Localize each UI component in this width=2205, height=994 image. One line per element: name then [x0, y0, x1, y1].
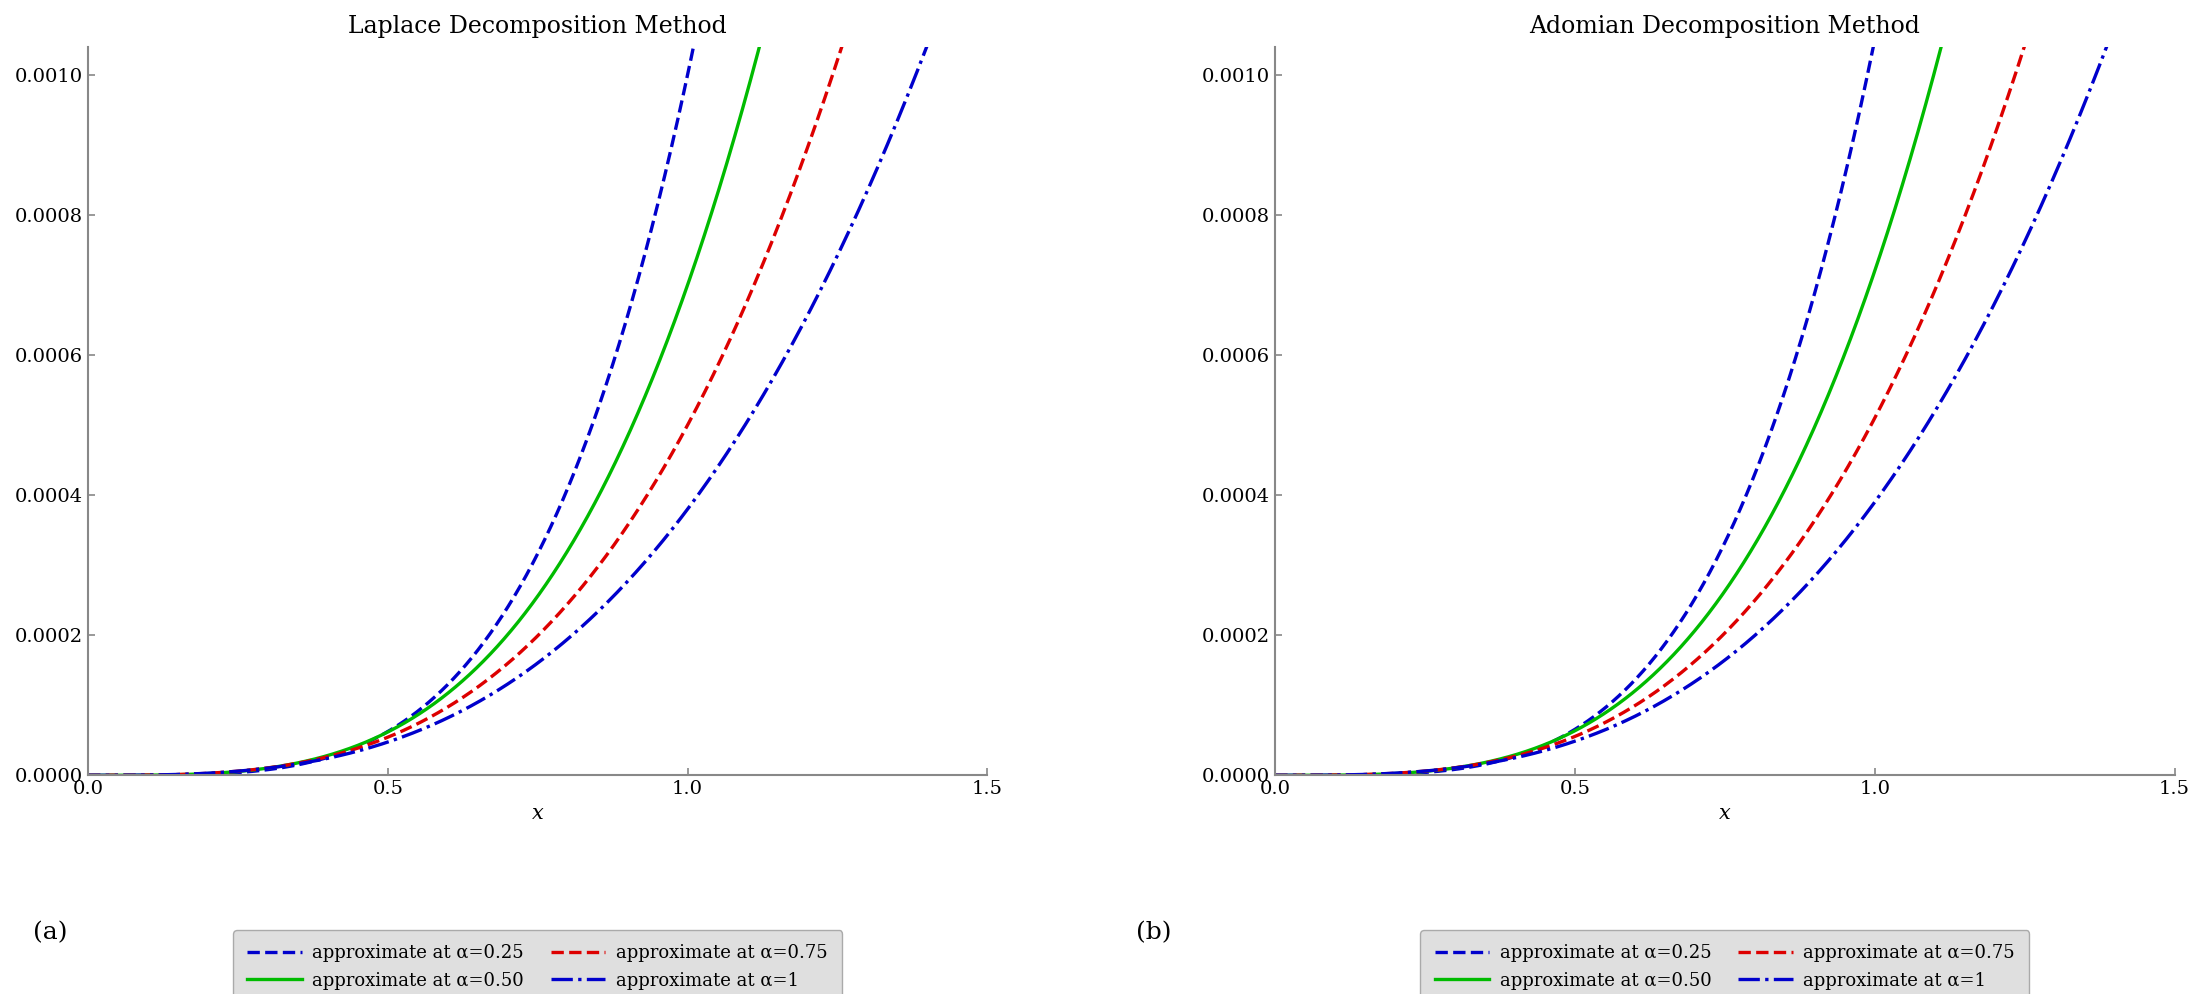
- Text: (b): (b): [1136, 921, 1171, 944]
- Title: Adomian Decomposition Method: Adomian Decomposition Method: [1530, 15, 1921, 38]
- Title: Laplace Decomposition Method: Laplace Decomposition Method: [348, 15, 728, 38]
- Legend: approximate at α=0.25, approximate at α=0.50, approximate at α=0.75, approximate: approximate at α=0.25, approximate at α=…: [234, 930, 842, 994]
- Legend: approximate at α=0.25, approximate at α=0.50, approximate at α=0.75, approximate: approximate at α=0.25, approximate at α=…: [1420, 930, 2029, 994]
- X-axis label: x: x: [531, 804, 545, 823]
- Text: (a): (a): [33, 921, 68, 944]
- X-axis label: x: x: [1720, 804, 1731, 823]
